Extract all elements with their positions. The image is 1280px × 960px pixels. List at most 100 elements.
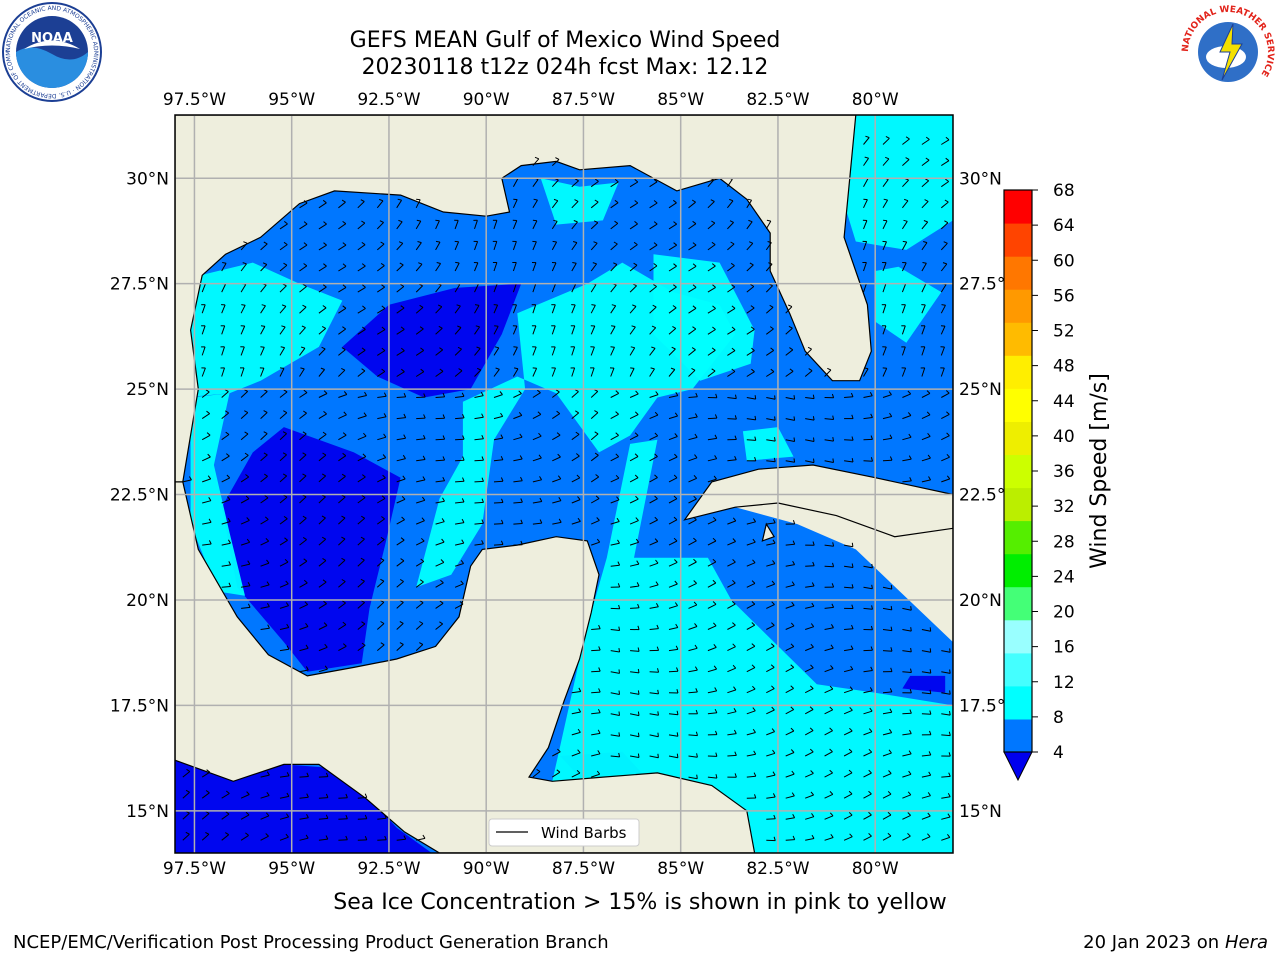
wind-barb bbox=[882, 368, 888, 377]
wind-barb bbox=[551, 346, 556, 356]
wind-barb-flag bbox=[829, 748, 833, 753]
wind-barb bbox=[901, 262, 907, 272]
wind-barb bbox=[221, 325, 226, 335]
wind-barb bbox=[746, 199, 753, 209]
wind-barb bbox=[454, 370, 463, 377]
wind-barb bbox=[688, 582, 697, 588]
wind-barb-flag bbox=[341, 199, 346, 203]
wind-barb bbox=[902, 712, 912, 715]
wind-barb-flag bbox=[616, 517, 620, 522]
wind-barb bbox=[649, 181, 658, 188]
wind-barb bbox=[455, 417, 465, 420]
wind-barb-flag bbox=[360, 536, 365, 540]
wind-barb-flag bbox=[832, 437, 834, 442]
wind-barb bbox=[941, 836, 950, 841]
wind-barb-flag bbox=[476, 346, 481, 349]
wind-barb bbox=[727, 350, 736, 356]
wind-barb-flag bbox=[423, 414, 426, 419]
date-host-text: 20 Jan 2023 on Hera bbox=[1083, 932, 1268, 953]
wind-barb-flag bbox=[770, 643, 775, 647]
wind-barb-flag bbox=[266, 602, 270, 607]
wind-barb-flag bbox=[423, 434, 426, 440]
wind-barb bbox=[688, 416, 698, 420]
moderate-wind-patch-central-gulf bbox=[416, 262, 736, 588]
wind-barb bbox=[863, 178, 869, 187]
wind-barb bbox=[649, 713, 659, 716]
wind-barb-flag bbox=[460, 580, 464, 585]
wind-barb-flag bbox=[321, 325, 326, 329]
wind-barb bbox=[299, 412, 307, 419]
wind-barb-flag bbox=[653, 200, 658, 204]
wind-barb bbox=[688, 396, 698, 398]
wind-barb bbox=[415, 602, 424, 609]
wind-barb-flag bbox=[361, 326, 366, 330]
wind-barb bbox=[649, 394, 659, 398]
wind-barb-flag bbox=[870, 625, 873, 630]
wind-barb-flag bbox=[323, 263, 327, 267]
wind-barb-flag bbox=[225, 811, 230, 815]
wind-barb-flag bbox=[754, 456, 757, 462]
wind-barb-flag bbox=[848, 748, 853, 753]
wind-barb bbox=[532, 262, 537, 272]
wind-barb-flag bbox=[360, 600, 365, 603]
wind-barb-flag bbox=[304, 601, 309, 605]
wind-barb bbox=[921, 479, 931, 483]
wind-barb-flag bbox=[712, 516, 717, 521]
wind-barb-flag bbox=[771, 728, 775, 732]
wind-barb-flag bbox=[539, 497, 543, 502]
wind-barb-flag bbox=[654, 516, 658, 521]
wind-barb-flag bbox=[481, 456, 484, 461]
wind-barb-flag bbox=[518, 390, 522, 394]
wind-barb bbox=[668, 755, 678, 759]
wind-barb-flag bbox=[422, 834, 426, 839]
wind-barb-flag bbox=[594, 199, 599, 203]
wind-barb-flag bbox=[908, 770, 912, 775]
wind-barb-flag bbox=[949, 669, 951, 674]
wind-barb-flag bbox=[773, 836, 776, 841]
wind-barb bbox=[843, 689, 853, 694]
wind-barb-flag bbox=[907, 833, 911, 837]
wind-barb bbox=[377, 395, 387, 398]
wind-barb-flag bbox=[924, 199, 929, 202]
wind-barb bbox=[318, 244, 327, 251]
wind-barb-flag bbox=[848, 769, 853, 774]
wind-barb-flag bbox=[753, 772, 757, 777]
wind-barb bbox=[279, 518, 288, 525]
wind-barb bbox=[668, 627, 678, 630]
wind-barb bbox=[707, 201, 715, 209]
wind-barb bbox=[299, 796, 309, 799]
wind-barb-flag bbox=[831, 603, 835, 608]
wind-barb-flag bbox=[556, 410, 561, 415]
wind-barb bbox=[571, 325, 576, 335]
wind-barb bbox=[746, 667, 756, 673]
wind-barb bbox=[279, 454, 287, 462]
wind-barb bbox=[299, 475, 307, 483]
wind-barb-flag bbox=[732, 664, 737, 669]
wind-barb-flag bbox=[731, 326, 736, 330]
wind-barb-flag bbox=[673, 263, 677, 267]
colorbar-segment bbox=[1004, 322, 1032, 356]
wind-barb-flag bbox=[637, 668, 640, 673]
wind-barb bbox=[512, 241, 517, 251]
wind-barb bbox=[629, 393, 639, 398]
wind-barb bbox=[746, 624, 755, 630]
wind-barb bbox=[396, 242, 404, 251]
wind-barb-flag bbox=[593, 220, 599, 224]
wind-barb-flag bbox=[572, 262, 577, 264]
wind-barb-flag bbox=[692, 326, 697, 330]
wind-barb bbox=[435, 327, 443, 335]
wind-barb-flag bbox=[674, 580, 678, 585]
wind-barb-flag bbox=[481, 434, 484, 440]
wind-barb bbox=[727, 733, 737, 736]
wind-barb-flag bbox=[302, 494, 307, 498]
wind-barb bbox=[474, 438, 484, 441]
wind-barb bbox=[590, 201, 599, 209]
wind-barb-flag bbox=[850, 645, 854, 650]
wind-barb bbox=[590, 325, 596, 335]
wind-barb-flag bbox=[228, 561, 232, 566]
wind-barb bbox=[882, 437, 892, 441]
wind-barb bbox=[240, 304, 246, 314]
wind-barb bbox=[357, 370, 366, 377]
wind-barb-flag bbox=[889, 412, 893, 417]
wind-barb-flag bbox=[615, 453, 620, 458]
